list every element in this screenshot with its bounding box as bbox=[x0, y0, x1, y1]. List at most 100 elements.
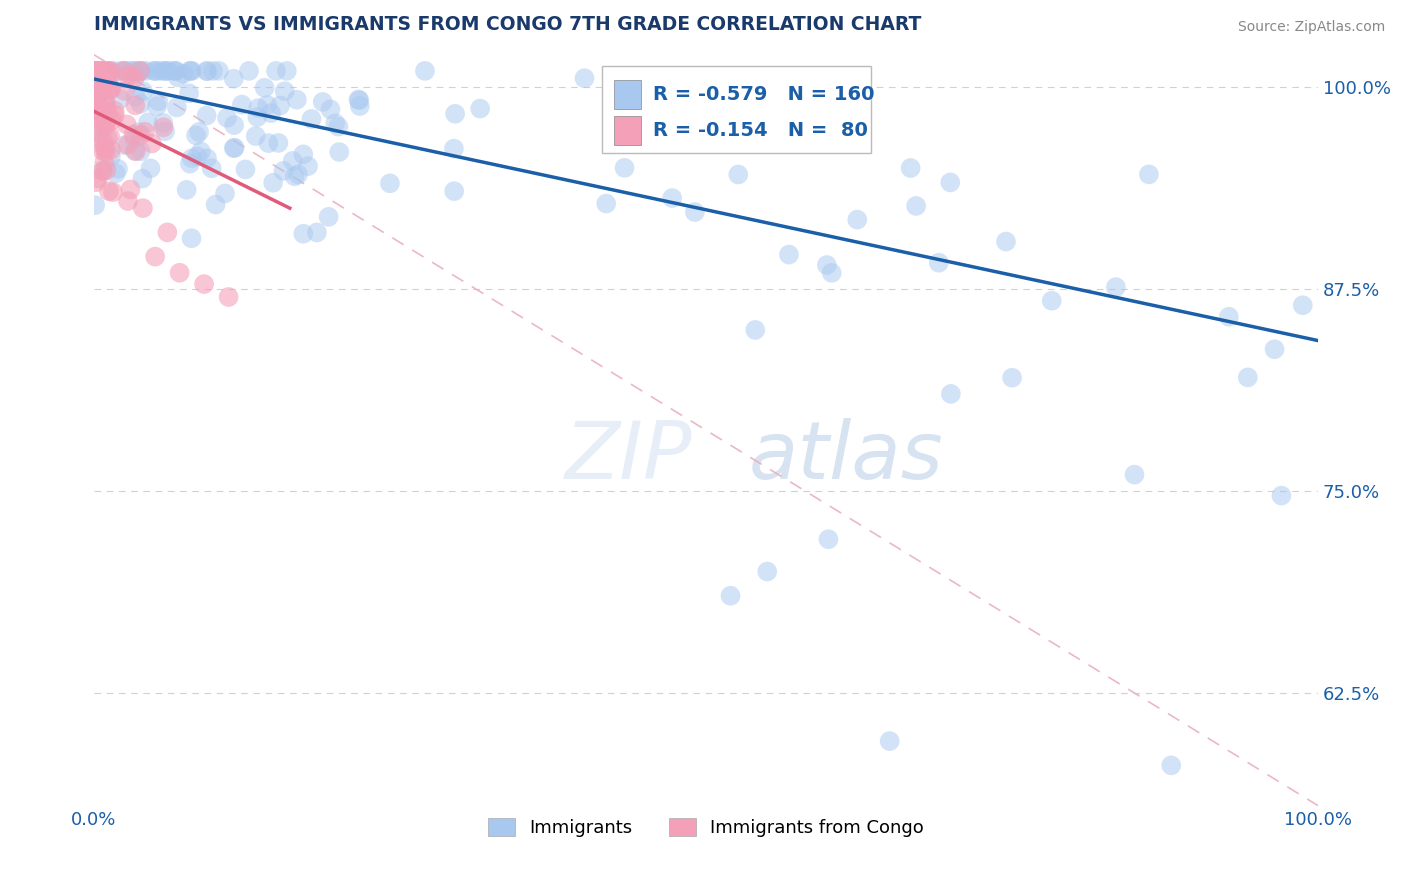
Point bbox=[122, 128, 145, 142]
Point bbox=[347, 93, 370, 107]
Point bbox=[87, 171, 110, 186]
Point bbox=[1123, 467, 1146, 482]
Point bbox=[94, 116, 117, 130]
Point bbox=[148, 95, 170, 109]
Point bbox=[120, 69, 142, 83]
Point bbox=[720, 589, 742, 603]
Point bbox=[125, 145, 148, 159]
Point bbox=[156, 226, 179, 240]
Point bbox=[305, 226, 328, 240]
Point bbox=[87, 79, 110, 94]
Point bbox=[253, 80, 276, 95]
Point bbox=[378, 177, 401, 191]
Point bbox=[195, 151, 218, 165]
Point bbox=[84, 63, 107, 78]
Point bbox=[90, 63, 112, 78]
Point bbox=[1137, 167, 1160, 181]
Point bbox=[117, 137, 139, 152]
Point bbox=[162, 63, 184, 78]
Point bbox=[443, 142, 465, 156]
Point bbox=[100, 81, 122, 95]
Point bbox=[152, 116, 174, 130]
Point bbox=[131, 171, 153, 186]
Point bbox=[188, 125, 211, 139]
Point bbox=[100, 143, 122, 157]
Point bbox=[93, 155, 115, 169]
Point bbox=[94, 65, 117, 79]
Point bbox=[273, 164, 295, 178]
Point bbox=[215, 111, 238, 125]
Point bbox=[269, 98, 291, 112]
Text: IMMIGRANTS VS IMMIGRANTS FROM CONGO 7TH GRADE CORRELATION CHART: IMMIGRANTS VS IMMIGRANTS FROM CONGO 7TH … bbox=[94, 15, 921, 34]
Point bbox=[101, 113, 124, 128]
Point bbox=[91, 144, 114, 158]
Point bbox=[103, 63, 125, 78]
Point bbox=[87, 124, 110, 138]
Point bbox=[107, 161, 129, 176]
Point bbox=[224, 118, 246, 132]
Point bbox=[143, 63, 166, 78]
Point bbox=[100, 149, 122, 163]
Point bbox=[1105, 280, 1128, 294]
Text: Source: ZipAtlas.com: Source: ZipAtlas.com bbox=[1237, 20, 1385, 34]
Point bbox=[222, 141, 245, 155]
Point bbox=[84, 94, 107, 108]
Point bbox=[186, 149, 208, 163]
Point bbox=[613, 161, 636, 175]
Point bbox=[238, 63, 260, 78]
Point bbox=[84, 96, 107, 111]
Point bbox=[117, 69, 139, 83]
Point bbox=[323, 116, 346, 130]
Point bbox=[110, 92, 132, 106]
Point bbox=[84, 175, 107, 189]
Point bbox=[180, 151, 202, 165]
Point bbox=[756, 565, 779, 579]
Point bbox=[84, 77, 107, 91]
Point bbox=[1218, 310, 1240, 324]
Point bbox=[127, 66, 149, 80]
Point bbox=[143, 63, 166, 78]
Point bbox=[470, 102, 492, 116]
Point bbox=[86, 127, 108, 141]
Point bbox=[100, 67, 122, 81]
Point bbox=[84, 63, 107, 78]
Point bbox=[129, 63, 152, 78]
Point bbox=[180, 63, 202, 78]
Point bbox=[928, 256, 950, 270]
Point bbox=[132, 84, 155, 98]
Point bbox=[995, 235, 1018, 249]
Point bbox=[190, 145, 212, 159]
Point bbox=[96, 129, 118, 144]
Point bbox=[156, 63, 179, 78]
Point bbox=[846, 212, 869, 227]
Point bbox=[98, 63, 121, 78]
Point bbox=[177, 87, 200, 101]
Point bbox=[246, 110, 269, 124]
Point bbox=[328, 145, 350, 159]
Point bbox=[153, 63, 176, 78]
Point bbox=[152, 120, 174, 135]
Point bbox=[114, 63, 136, 78]
Point bbox=[744, 323, 766, 337]
Point bbox=[91, 164, 114, 178]
Point bbox=[96, 63, 118, 78]
Point bbox=[84, 82, 107, 96]
Point bbox=[93, 74, 115, 88]
Point bbox=[128, 63, 150, 78]
Point bbox=[104, 166, 127, 180]
Point bbox=[93, 74, 115, 88]
Point bbox=[247, 101, 270, 115]
Point bbox=[413, 63, 436, 78]
Point bbox=[128, 63, 150, 78]
Point bbox=[204, 197, 226, 211]
Point bbox=[821, 266, 844, 280]
Point bbox=[94, 141, 117, 155]
Point bbox=[100, 68, 122, 82]
Point bbox=[318, 210, 340, 224]
Point bbox=[939, 387, 962, 401]
Point bbox=[98, 128, 121, 143]
Point bbox=[1236, 370, 1258, 384]
Point bbox=[124, 71, 146, 86]
Point bbox=[1270, 489, 1292, 503]
Point bbox=[122, 63, 145, 78]
